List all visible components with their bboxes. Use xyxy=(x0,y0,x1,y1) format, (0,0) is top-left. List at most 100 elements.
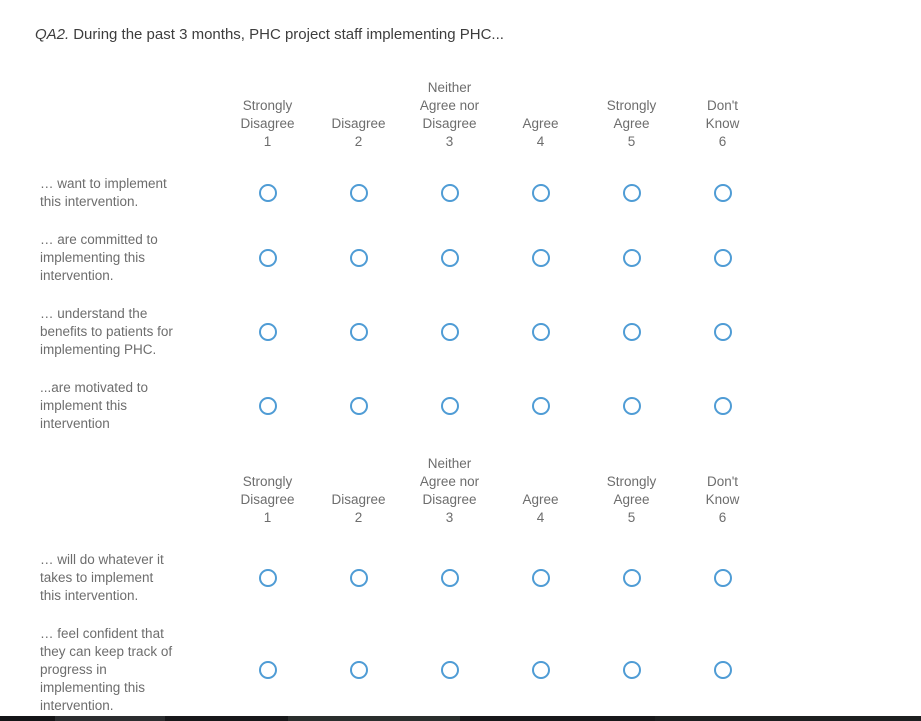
scale-value: 2 xyxy=(354,510,363,525)
radio-r1-c2[interactable] xyxy=(349,184,368,202)
row-label: … will do whatever it takes to implement… xyxy=(40,552,164,603)
scale-value: 5 xyxy=(627,134,636,149)
scale-value: 6 xyxy=(718,510,727,525)
option-cell xyxy=(677,397,768,415)
question-text: During the past 3 months, PHC project st… xyxy=(73,26,504,43)
radio-r5-c1[interactable] xyxy=(258,569,277,587)
option-cell xyxy=(586,184,677,202)
question-number: QA2. xyxy=(35,26,70,43)
radio-r4-c4[interactable] xyxy=(531,397,550,415)
radio-r6-c4[interactable] xyxy=(531,661,550,679)
scale-header-col-5: Strongly Agree 5 xyxy=(586,97,677,151)
scale-header-col-1: Strongly Disagree 1 xyxy=(222,97,313,151)
scale-value: 1 xyxy=(263,510,272,525)
radio-r5-c6[interactable] xyxy=(713,569,732,587)
radio-r6-c5[interactable] xyxy=(622,661,641,679)
radio-r3-c6[interactable] xyxy=(713,323,732,341)
matrix-row-4: ...are motivated to implement this inter… xyxy=(35,379,921,433)
option-cell xyxy=(586,661,677,679)
radio-r5-c3[interactable] xyxy=(440,569,459,587)
radio-r2-c6[interactable] xyxy=(713,249,732,267)
taskbar-edge xyxy=(0,716,921,721)
radio-r3-c2[interactable] xyxy=(349,323,368,341)
radio-r3-c5[interactable] xyxy=(622,323,641,341)
radio-r4-c6[interactable] xyxy=(713,397,732,415)
radio-r4-c5[interactable] xyxy=(622,397,641,415)
radio-r1-c4[interactable] xyxy=(531,184,550,202)
radio-r4-c1[interactable] xyxy=(258,397,277,415)
option-cell xyxy=(677,184,768,202)
scale-value: 4 xyxy=(536,134,545,149)
option-cell xyxy=(313,184,404,202)
radio-r2-c3[interactable] xyxy=(440,249,459,267)
scale-header-col-2: Disagree 2 xyxy=(313,115,404,151)
radio-r5-c5[interactable] xyxy=(622,569,641,587)
radio-r6-c3[interactable] xyxy=(440,661,459,679)
radio-r2-c5[interactable] xyxy=(622,249,641,267)
option-cell xyxy=(222,249,313,267)
option-cell xyxy=(313,397,404,415)
radio-r5-c2[interactable] xyxy=(349,569,368,587)
scale-value: 4 xyxy=(536,510,545,525)
option-cell xyxy=(586,249,677,267)
scale-header-col-5: Strongly Agree 5 xyxy=(586,473,677,527)
scale-header-col-6: Don't Know 6 xyxy=(677,97,768,151)
scale-label: Disagree xyxy=(331,116,386,131)
radio-r3-c4[interactable] xyxy=(531,323,550,341)
row-label: … want to implement this intervention. xyxy=(40,176,167,209)
scale-header-col-4: Agree 4 xyxy=(495,491,586,527)
scale-header-col-1: Strongly Disagree 1 xyxy=(222,473,313,527)
option-cell xyxy=(677,569,768,587)
radio-r2-c4[interactable] xyxy=(531,249,550,267)
radio-r5-c4[interactable] xyxy=(531,569,550,587)
radio-r6-c2[interactable] xyxy=(349,661,368,679)
scale-header-col-6: Don't Know 6 xyxy=(677,473,768,527)
option-cell xyxy=(677,249,768,267)
option-cell xyxy=(495,569,586,587)
radio-r1-c1[interactable] xyxy=(258,184,277,202)
option-cell xyxy=(495,397,586,415)
option-cell xyxy=(222,184,313,202)
option-cell xyxy=(677,323,768,341)
option-cell xyxy=(313,569,404,587)
scale-value: 3 xyxy=(445,510,454,525)
matrix-row-2: … are committed to implementing this int… xyxy=(35,231,921,285)
option-cell xyxy=(495,661,586,679)
scale-header-row: Strongly Disagree 1 Disagree 2 Neither Agree… xyxy=(35,455,921,527)
scale-header-col-4: Agree 4 xyxy=(495,115,586,151)
row-label: ...are motivated to implement this inter… xyxy=(40,380,149,431)
radio-r1-c3[interactable] xyxy=(440,184,459,202)
scale-label: Don't Know xyxy=(705,474,740,507)
scale-label: Agree xyxy=(522,116,559,131)
scale-label: Strongly Agree xyxy=(606,98,657,131)
radio-r4-c2[interactable] xyxy=(349,397,368,415)
radio-r6-c6[interactable] xyxy=(713,661,732,679)
scale-header-col-2: Disagree 2 xyxy=(313,491,404,527)
scale-value: 5 xyxy=(627,510,636,525)
radio-r1-c5[interactable] xyxy=(622,184,641,202)
radio-r4-c3[interactable] xyxy=(440,397,459,415)
row-label: … understand the benefits to patients fo… xyxy=(40,306,173,357)
scale-value: 2 xyxy=(354,134,363,149)
option-cell xyxy=(586,397,677,415)
scale-value: 6 xyxy=(718,134,727,149)
scale-value: 3 xyxy=(445,134,454,149)
option-cell xyxy=(495,323,586,341)
scale-label: Strongly Agree xyxy=(606,474,657,507)
radio-r6-c1[interactable] xyxy=(258,661,277,679)
option-cell xyxy=(677,661,768,679)
option-cell xyxy=(404,569,495,587)
option-cell xyxy=(404,184,495,202)
scale-label: Don't Know xyxy=(705,98,740,131)
radio-r2-c1[interactable] xyxy=(258,249,277,267)
radio-r1-c6[interactable] xyxy=(713,184,732,202)
option-cell xyxy=(222,397,313,415)
matrix-row-1: … want to implement this intervention. xyxy=(35,175,921,211)
radio-r2-c2[interactable] xyxy=(349,249,368,267)
option-cell xyxy=(222,569,313,587)
option-cell xyxy=(222,661,313,679)
scale-label: Disagree xyxy=(331,492,386,507)
scale-header-col-3: Neither Agree nor Disagree 3 xyxy=(404,455,495,527)
radio-r3-c3[interactable] xyxy=(440,323,459,341)
radio-r3-c1[interactable] xyxy=(258,323,277,341)
